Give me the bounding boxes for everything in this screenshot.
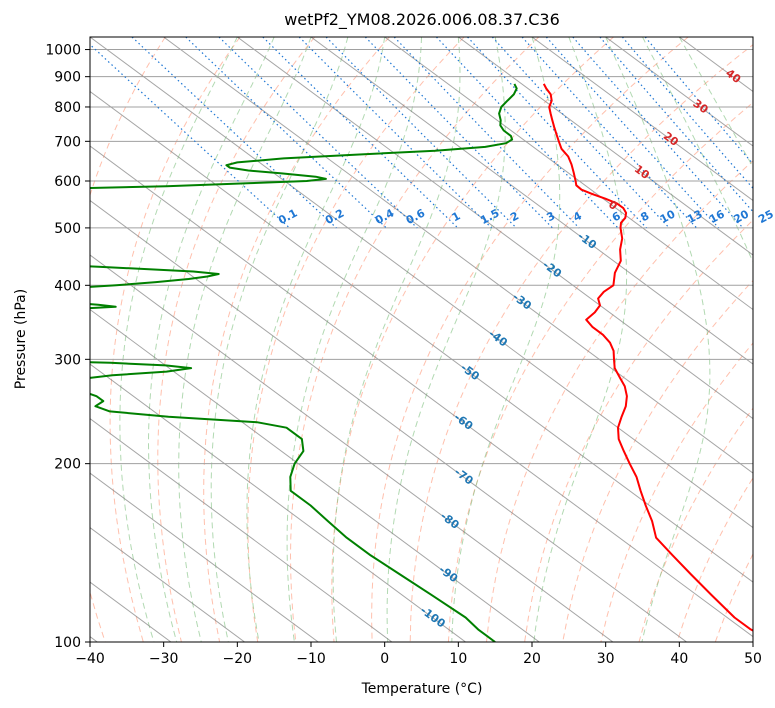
y-axis: 100 200 300 400 500 600 700 800 900 1000 xyxy=(45,43,90,651)
dry-adiabat xyxy=(109,37,241,642)
mixing-ratio-line xyxy=(572,37,744,229)
moist-adiabat xyxy=(246,37,386,642)
mixing-ratio-label: 25 xyxy=(756,207,775,226)
mixing-ratio-line xyxy=(621,37,753,190)
isotherms xyxy=(90,37,753,642)
isotherm xyxy=(458,37,753,256)
y-axis-label: Pressure (hPa) xyxy=(13,289,29,389)
x-axis: −40 −30 −20 −10 0 10 20 30 40 50 xyxy=(75,642,762,667)
dry-adiabat xyxy=(752,641,753,642)
x-tick-label: 30 xyxy=(597,651,615,667)
isotherm xyxy=(90,526,245,642)
isotherm xyxy=(163,37,753,474)
plot-background xyxy=(90,37,753,642)
mixing-ratio-line xyxy=(185,37,387,229)
dry-adiabat xyxy=(90,37,166,642)
mixing-ratio-line xyxy=(467,37,647,229)
x-tick-label: −30 xyxy=(149,651,179,667)
dry-adiabat xyxy=(409,44,753,642)
isotherm xyxy=(531,37,753,202)
isotherm xyxy=(752,37,753,38)
isotherm xyxy=(310,37,753,365)
isotherm xyxy=(90,199,687,642)
isotherm xyxy=(90,145,753,638)
y-tick-label: 500 xyxy=(54,221,81,237)
x-tick-label: 40 xyxy=(670,651,688,667)
mixing-ratio-label: 13 xyxy=(685,207,705,226)
dry-adiabat xyxy=(203,37,390,642)
moist-adiabat xyxy=(119,37,238,642)
isotherm xyxy=(90,37,753,529)
mixing-ratio-label: 10 xyxy=(658,207,678,226)
pressure-gridlines xyxy=(90,49,753,642)
y-tick-label: 700 xyxy=(54,134,81,150)
x-tick-label: 0 xyxy=(380,651,389,667)
y-tick-label: 400 xyxy=(54,278,81,294)
y-tick-label: 800 xyxy=(54,100,81,116)
chart-title: wetPf2_YM08.2026.006.08.37.C36 xyxy=(284,10,560,30)
dewpoint-profile-line xyxy=(90,83,518,642)
dry-adiabat xyxy=(562,279,753,642)
isotherm xyxy=(237,37,753,420)
plot-frame xyxy=(89,36,754,643)
isotherm xyxy=(90,308,540,642)
moist-adiabat xyxy=(286,37,422,642)
dry-adiabat xyxy=(524,219,753,642)
y-tick-label: 1000 xyxy=(45,43,81,59)
x-tick-label: −40 xyxy=(75,651,105,667)
isotherm xyxy=(90,363,466,642)
mixing-ratio-line xyxy=(325,37,517,229)
moist-adiabat xyxy=(451,37,561,642)
x-tick-label: 50 xyxy=(744,651,762,667)
dry-adiabat xyxy=(247,37,465,642)
dry-adiabat xyxy=(331,37,614,642)
moist-adiabat xyxy=(148,37,275,642)
moist-adiabat xyxy=(642,37,753,264)
dry-adiabat xyxy=(289,37,540,642)
mixing-ratio-lines xyxy=(90,37,753,229)
mixing-ratio-label: 20 xyxy=(731,207,751,226)
isotherm xyxy=(605,37,753,147)
mixing-ratio-line xyxy=(393,37,580,229)
y-tick-label: 200 xyxy=(54,457,81,473)
moist-adiabat xyxy=(210,37,349,642)
sounding-series xyxy=(90,83,753,642)
y-tick-label: 100 xyxy=(54,635,81,651)
moist-adiabat xyxy=(533,37,628,642)
y-tick-label: 900 xyxy=(54,70,81,86)
mixing-ratio-line xyxy=(545,37,720,229)
dry-adiabat xyxy=(447,101,753,642)
isotherm xyxy=(90,90,753,583)
dry-adiabat xyxy=(157,37,316,642)
mixing-ratio-line xyxy=(521,37,698,229)
mixing-ratio-label: 16 xyxy=(707,207,727,226)
dry-adiabat xyxy=(600,342,753,642)
x-tick-label: −20 xyxy=(223,651,253,667)
isotherm xyxy=(90,472,319,642)
isotherm xyxy=(90,254,614,642)
moist-adiabats xyxy=(119,37,753,642)
mixing-ratio-line xyxy=(491,37,670,229)
x-tick-label: −10 xyxy=(296,651,326,667)
x-axis-label: Temperature (°C) xyxy=(361,681,483,697)
y-tick-label: 600 xyxy=(54,174,81,190)
mixing-ratio-line xyxy=(131,37,337,229)
x-tick-label: 10 xyxy=(449,651,467,667)
temperature-profile-line xyxy=(542,83,753,632)
x-tick-label: 20 xyxy=(523,651,541,667)
isotherm xyxy=(90,417,393,642)
mixing-ratio-line xyxy=(364,37,553,229)
isotherm xyxy=(384,37,753,311)
mixing-ratio-line xyxy=(218,37,418,229)
dry-adiabats xyxy=(90,37,753,642)
moist-adiabat xyxy=(332,37,461,642)
y-tick-label: 300 xyxy=(54,352,81,368)
dry-adiabat xyxy=(371,37,689,642)
moist-adiabat xyxy=(386,37,506,642)
isopleth-labels: -100-90-80-70-60-50-40-30-20-10010203040… xyxy=(276,67,775,631)
